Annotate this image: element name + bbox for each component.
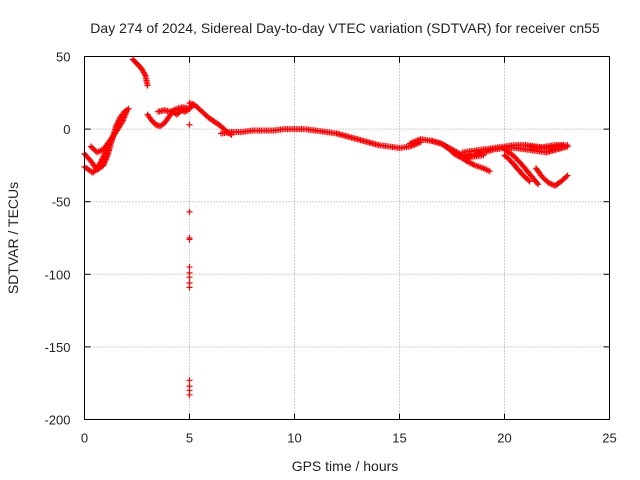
series-arc-p [533, 165, 571, 189]
series-arc-c [87, 108, 130, 156]
y-axis-title: SDTVAR / TECUs [5, 182, 21, 294]
x-tick-label: 0 [81, 431, 88, 446]
data-point [563, 173, 570, 180]
data-point [144, 82, 151, 89]
data-point [186, 105, 193, 112]
y-tick-label: -200 [44, 413, 70, 428]
data-point [186, 274, 193, 281]
chart-title: Day 274 of 2024, Sidereal Day-to-day VTE… [90, 20, 600, 36]
series-arc-m [455, 152, 493, 175]
data-point [486, 168, 493, 175]
data-point [123, 108, 130, 115]
data-point [535, 181, 542, 188]
x-tick-label: 10 [287, 431, 301, 446]
data-point [186, 208, 193, 215]
grid [84, 56, 610, 420]
x-axis-title: GPS time / hours [292, 458, 399, 474]
series-arc-d [129, 56, 151, 89]
data-point [526, 178, 533, 185]
series-arc-o [501, 152, 533, 185]
series-arc-q [526, 142, 567, 151]
x-tick-label: 25 [602, 431, 616, 446]
x-tick-label: 20 [497, 431, 511, 446]
x-tick-label: 5 [186, 431, 193, 446]
data-point [564, 172, 571, 179]
data-point [534, 180, 541, 187]
data-point [525, 177, 532, 184]
data-points [81, 56, 571, 398]
y-tick-label: -150 [44, 340, 70, 355]
series-arc-n [501, 146, 542, 188]
y-tick-label: -50 [52, 195, 71, 210]
data-point [186, 391, 193, 398]
data-point [186, 264, 193, 271]
series-outliers [186, 121, 193, 398]
series-arc-f [155, 104, 193, 115]
x-tick-label: 15 [392, 431, 406, 446]
data-point [186, 121, 193, 128]
plot-frame [84, 56, 610, 420]
data-point [186, 377, 193, 384]
data-point [186, 284, 193, 291]
y-tick-label: 0 [63, 122, 70, 137]
y-tick-label: -100 [44, 267, 70, 282]
series-arc-h [218, 126, 424, 151]
data-point [560, 142, 567, 149]
y-tick-label: 50 [56, 50, 70, 65]
data-point [186, 236, 193, 243]
